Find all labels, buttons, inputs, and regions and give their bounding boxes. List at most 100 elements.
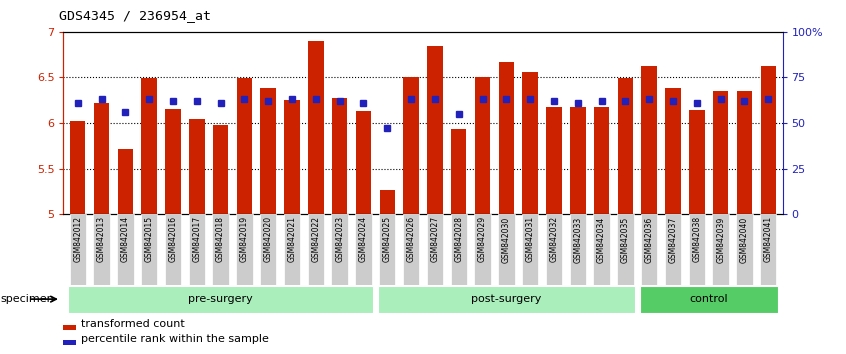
Text: GSM842018: GSM842018 bbox=[216, 216, 225, 262]
Bar bbox=[426, 214, 443, 285]
Bar bbox=[618, 78, 633, 214]
Text: GSM842017: GSM842017 bbox=[192, 216, 201, 262]
Text: post-surgery: post-surgery bbox=[471, 293, 541, 304]
Bar bbox=[165, 109, 181, 214]
Bar bbox=[236, 214, 253, 285]
Text: GSM842023: GSM842023 bbox=[335, 216, 344, 262]
Bar bbox=[283, 214, 300, 285]
Bar bbox=[547, 107, 562, 214]
Text: percentile rank within the sample: percentile rank within the sample bbox=[81, 334, 269, 344]
Text: GSM842026: GSM842026 bbox=[407, 216, 415, 262]
Bar bbox=[141, 78, 157, 214]
Bar bbox=[237, 78, 252, 214]
Bar bbox=[570, 107, 585, 214]
Bar bbox=[379, 214, 395, 285]
Text: GSM842036: GSM842036 bbox=[645, 216, 654, 263]
Bar bbox=[332, 214, 348, 285]
Text: specimen: specimen bbox=[0, 294, 54, 304]
Bar bbox=[593, 214, 610, 285]
Bar bbox=[189, 214, 205, 285]
Text: GSM842033: GSM842033 bbox=[574, 216, 582, 263]
Text: control: control bbox=[689, 293, 728, 304]
Bar bbox=[713, 91, 728, 214]
Bar bbox=[332, 98, 348, 214]
Bar bbox=[63, 325, 76, 330]
Text: GSM842014: GSM842014 bbox=[121, 216, 129, 262]
Bar bbox=[404, 78, 419, 214]
Text: GSM842013: GSM842013 bbox=[97, 216, 106, 262]
Bar bbox=[498, 62, 514, 214]
Bar bbox=[546, 214, 563, 285]
Bar bbox=[760, 214, 777, 285]
Bar bbox=[736, 214, 753, 285]
Text: GSM842025: GSM842025 bbox=[382, 216, 392, 262]
Bar bbox=[498, 214, 514, 285]
Bar bbox=[117, 214, 134, 285]
Bar bbox=[69, 214, 86, 285]
Text: GSM842029: GSM842029 bbox=[478, 216, 487, 262]
Text: GSM842022: GSM842022 bbox=[311, 216, 321, 262]
Bar bbox=[189, 119, 205, 214]
Bar bbox=[380, 190, 395, 214]
Bar bbox=[308, 41, 323, 214]
Bar bbox=[213, 125, 228, 214]
Bar bbox=[355, 111, 371, 214]
Bar bbox=[689, 110, 705, 214]
Bar bbox=[355, 214, 371, 285]
Text: GSM842031: GSM842031 bbox=[525, 216, 535, 262]
Bar bbox=[63, 340, 76, 345]
Bar bbox=[522, 214, 538, 285]
Text: GSM842016: GSM842016 bbox=[168, 216, 178, 262]
Bar bbox=[403, 214, 420, 285]
Text: GSM842019: GSM842019 bbox=[240, 216, 249, 262]
Text: GSM842041: GSM842041 bbox=[764, 216, 772, 262]
Bar bbox=[712, 214, 729, 285]
Text: transformed count: transformed count bbox=[81, 319, 185, 330]
Bar bbox=[475, 76, 491, 214]
Bar bbox=[212, 214, 228, 285]
Bar bbox=[451, 214, 467, 285]
Text: GSM842024: GSM842024 bbox=[359, 216, 368, 262]
Bar bbox=[618, 214, 634, 285]
Text: GSM842039: GSM842039 bbox=[717, 216, 725, 263]
Bar bbox=[640, 286, 777, 313]
Bar bbox=[70, 121, 85, 214]
Bar bbox=[118, 149, 133, 214]
Bar bbox=[93, 214, 110, 285]
Text: GSM842034: GSM842034 bbox=[597, 216, 606, 263]
Text: GSM842020: GSM842020 bbox=[264, 216, 272, 262]
Bar bbox=[569, 214, 586, 285]
Bar bbox=[284, 100, 299, 214]
Bar bbox=[165, 214, 181, 285]
Bar bbox=[378, 286, 634, 313]
Text: GSM842015: GSM842015 bbox=[145, 216, 154, 262]
Bar bbox=[594, 107, 609, 214]
Text: GSM842037: GSM842037 bbox=[668, 216, 678, 263]
Text: GSM842028: GSM842028 bbox=[454, 216, 464, 262]
Bar bbox=[451, 130, 466, 214]
Bar bbox=[475, 214, 491, 285]
Text: GSM842021: GSM842021 bbox=[288, 216, 297, 262]
Bar bbox=[260, 214, 277, 285]
Bar bbox=[308, 214, 324, 285]
Bar bbox=[69, 286, 373, 313]
Text: GDS4345 / 236954_at: GDS4345 / 236954_at bbox=[59, 9, 212, 22]
Text: GSM842035: GSM842035 bbox=[621, 216, 630, 263]
Text: GSM842038: GSM842038 bbox=[692, 216, 701, 262]
Text: pre-surgery: pre-surgery bbox=[188, 293, 253, 304]
Bar bbox=[665, 214, 681, 285]
Bar bbox=[761, 65, 776, 214]
Text: GSM842032: GSM842032 bbox=[549, 216, 558, 262]
Bar bbox=[641, 214, 657, 285]
Bar bbox=[689, 214, 705, 285]
Text: GSM842012: GSM842012 bbox=[74, 216, 82, 262]
Text: GSM842040: GSM842040 bbox=[740, 216, 749, 263]
Text: GSM842030: GSM842030 bbox=[502, 216, 511, 263]
Bar bbox=[261, 88, 276, 214]
Bar bbox=[523, 72, 538, 214]
Bar bbox=[665, 88, 681, 214]
Bar bbox=[141, 214, 157, 285]
Bar bbox=[641, 65, 657, 214]
Bar bbox=[427, 46, 442, 214]
Text: GSM842027: GSM842027 bbox=[431, 216, 439, 262]
